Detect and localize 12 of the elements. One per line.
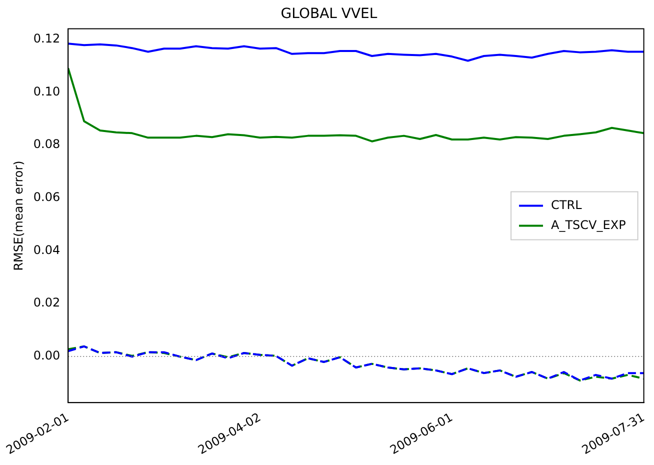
y-axis-title: RMSE(mean error) (11, 160, 26, 271)
y-tick-label: 0.06 (33, 190, 60, 204)
y-tick-label: 0.02 (33, 296, 60, 310)
chart-title: GLOBAL VVEL (280, 6, 378, 22)
y-tick-label: 0.10 (33, 84, 60, 98)
y-tick-label: 0.04 (33, 242, 60, 257)
y-tick-label: 0.12 (33, 31, 60, 46)
legend-label: CTRL (551, 198, 582, 212)
y-tick-label: 0.00 (33, 348, 60, 363)
legend-label: A_TSCV_EXP (551, 218, 626, 232)
y-tick-label: 0.08 (33, 137, 60, 152)
line-series (68, 345, 644, 382)
